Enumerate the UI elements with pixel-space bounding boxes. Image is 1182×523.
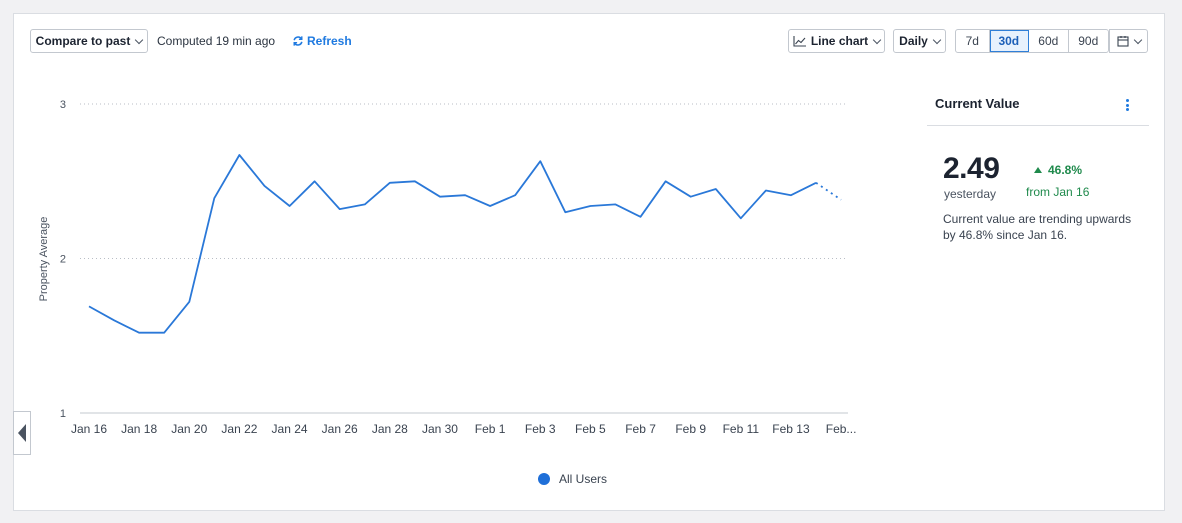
chart-type-dropdown[interactable]: Line chart [788, 29, 885, 53]
x-tick-label: Jan 16 [71, 422, 107, 436]
refresh-icon [293, 36, 303, 46]
legend-label: All Users [559, 472, 608, 486]
refresh-button[interactable]: Refresh [292, 34, 352, 48]
chart-type-label: Line chart [810, 34, 869, 48]
x-tick-label: Feb 11 [723, 422, 760, 436]
x-tick-label: Feb... [826, 422, 857, 436]
y-axis-label: Property Average [38, 216, 50, 302]
divider [927, 125, 1149, 126]
current-value-caption: yesterday [944, 187, 997, 201]
series-line[interactable] [88, 154, 817, 334]
x-tick-label: Jan 28 [372, 422, 408, 436]
chart-legend[interactable]: All Users [538, 472, 607, 486]
x-tick-label: Jan 26 [322, 422, 358, 436]
compare-to-past-dropdown[interactable]: Compare to past [30, 29, 148, 53]
chart-card [13, 13, 1165, 511]
refresh-label: Refresh [307, 34, 352, 48]
x-tick-label: Jan 22 [221, 422, 257, 436]
x-tick-label: Feb 1 [475, 422, 506, 436]
y-tick-label: 3 [60, 99, 66, 111]
x-tick-label: Jan 20 [171, 422, 207, 436]
x-tick-label: Feb 5 [575, 422, 606, 436]
side-panel-title: Current Value [935, 96, 1020, 111]
line-chart-icon [793, 36, 806, 47]
interval-dropdown[interactable]: Daily [893, 29, 946, 53]
calendar-icon [1116, 36, 1129, 47]
date-picker-button[interactable] [1109, 29, 1148, 53]
interval-label: Daily [899, 34, 928, 48]
delta-value: 46.8% [1048, 163, 1083, 177]
range-60d[interactable]: 60d [1029, 30, 1069, 52]
trend-description: Current value are trending upwards by 46… [943, 212, 1132, 242]
range-90d[interactable]: 90d [1078, 34, 1099, 48]
range-7d[interactable]: 7d [956, 30, 990, 52]
x-tick-label: Feb 13 [772, 422, 810, 436]
collapse-panel-button[interactable] [13, 411, 31, 455]
x-tick-label: Jan 30 [422, 422, 458, 436]
delta-from: from Jan 16 [1026, 185, 1090, 199]
range-30d[interactable]: 30d [989, 30, 1030, 52]
x-tick-label: Jan 24 [272, 422, 308, 436]
computed-status: Computed 19 min ago [157, 34, 276, 48]
x-tick-label: Feb 3 [525, 422, 556, 436]
x-tick-label: Feb 9 [675, 422, 706, 436]
current-value: 2.49 [943, 152, 1000, 185]
more-options-icon[interactable] [1126, 99, 1130, 111]
collapse-left-icon [18, 424, 26, 442]
y-tick-label: 1 [60, 408, 66, 420]
x-tick-label: Jan 18 [121, 422, 157, 436]
compare-label: Compare to past [35, 34, 131, 48]
x-tick-label: Feb 7 [625, 422, 656, 436]
y-tick-label: 2 [60, 254, 66, 266]
range-selector: 7d 30d 60d 90d [955, 29, 1109, 53]
series-line-incomplete[interactable] [815, 182, 842, 201]
arrow-up-icon [1034, 167, 1042, 173]
legend-marker [538, 473, 550, 485]
delta-badge: 46.8% [1034, 163, 1082, 177]
